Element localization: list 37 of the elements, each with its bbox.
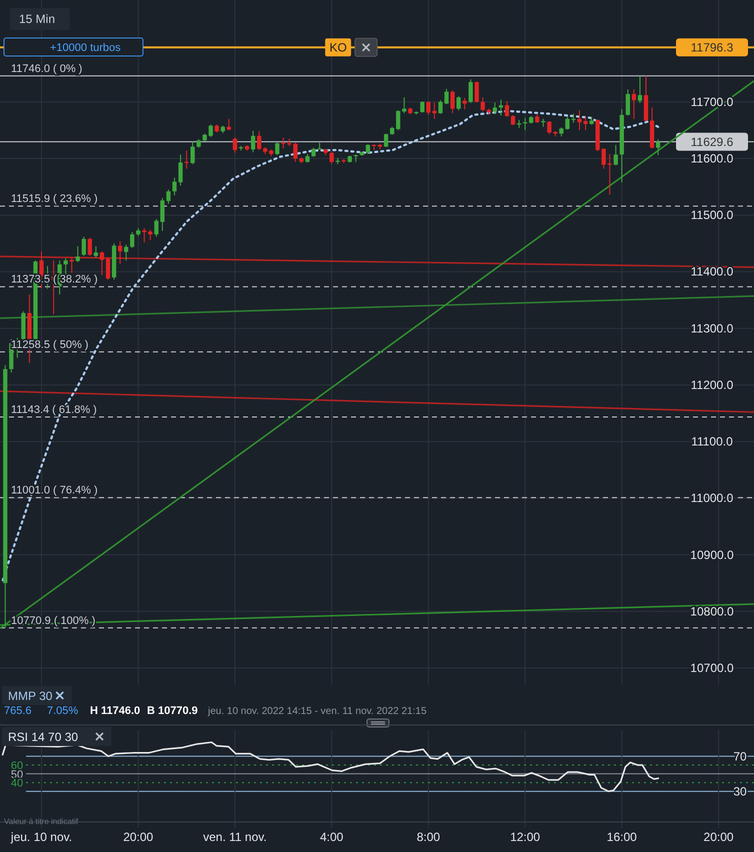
y-tick-label: 11600.0 xyxy=(690,152,734,166)
y-tick-label: 11200.0 xyxy=(690,378,734,392)
x-tick-label: 16:00 xyxy=(606,830,638,844)
x-tick-label: ven. 11 nov. xyxy=(203,830,267,844)
text: 765.6 xyxy=(4,705,32,717)
annotation: +10000 turbos xyxy=(50,42,122,54)
x-tick-label: jeu. 10 nov. xyxy=(10,830,72,844)
ref-line-label: 11515.9 ( 23.6% ) xyxy=(11,193,98,206)
text: H 11746.0 xyxy=(90,705,140,717)
annotation: 15 Min xyxy=(19,12,56,26)
chart-title: RSI 14 70 30 xyxy=(8,730,78,744)
ref-line-label: 11001.0 ( 76.4% ) xyxy=(11,484,98,497)
legend-label: MMP 30 xyxy=(8,689,53,703)
ref-line-label: 11746.0 ( 0% ) xyxy=(11,62,82,75)
y-tick-label: 11100.0 xyxy=(691,434,734,449)
y-tick-label: 10800.0 xyxy=(690,604,734,618)
x-tick-label: 20:00 xyxy=(123,830,154,844)
x-tick-label: 4:00 xyxy=(320,830,344,844)
text: B 10770.9 xyxy=(147,705,198,717)
text: 7.05% xyxy=(47,705,78,717)
x-tick-label: 12:00 xyxy=(510,830,540,844)
annotation: KO xyxy=(329,40,347,54)
text: jeu. 10 nov. 2022 14:15 - ven. 11 nov. 2022 21:15 xyxy=(207,706,427,717)
y-tick-label: 11300.0 xyxy=(690,321,734,336)
y-tick-label: 11500.0 xyxy=(690,208,734,222)
ref-line-label: 11143.4 ( 61.8% ) xyxy=(11,404,97,416)
ref-line-label: 11629.6 xyxy=(690,134,734,149)
y-tick-label: 11000.0 xyxy=(690,491,734,506)
ref-line-label: 40 xyxy=(10,778,24,790)
y-tick-label: 11400.0 xyxy=(690,264,734,279)
annotation: Valeur à titre indicatif xyxy=(4,817,79,826)
x-tick-label: 20:00 xyxy=(704,830,734,844)
y-tick-label: 11700.0 xyxy=(690,94,734,109)
y-tick-label: 10900.0 xyxy=(690,548,734,562)
x-tick-label: 8:00 xyxy=(416,830,440,844)
y-tick-label: 10700.0 xyxy=(690,661,734,676)
ref-line-label: 11796.3 xyxy=(690,40,734,54)
